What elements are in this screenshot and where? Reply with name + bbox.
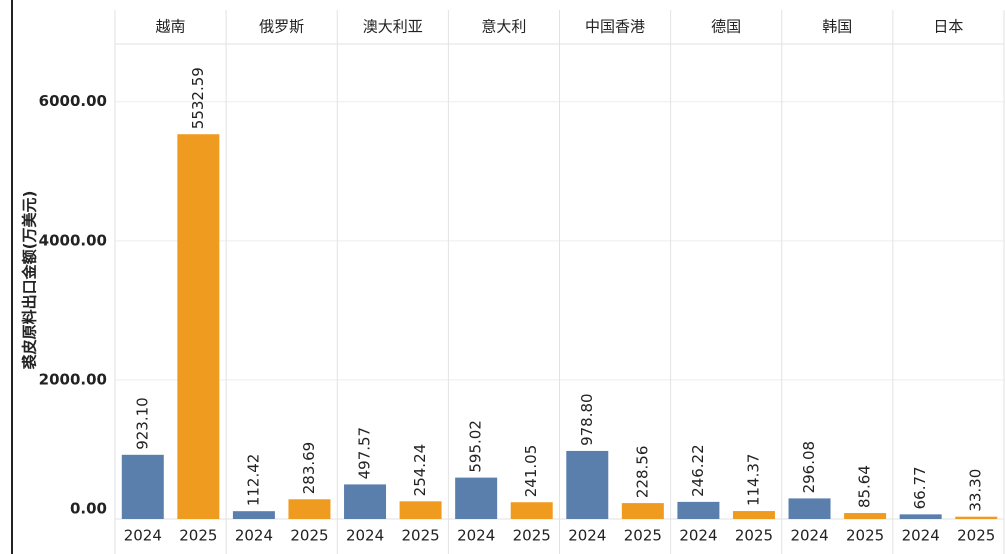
series-label: 2024	[457, 527, 495, 545]
bar	[621, 503, 664, 519]
category-label: 日本	[933, 18, 963, 36]
value-label: 228.56	[633, 446, 651, 499]
value-label: 254.24	[411, 444, 429, 497]
bar	[732, 511, 775, 519]
y-tick-label: 0.00	[70, 500, 107, 518]
value-label: 283.69	[300, 442, 318, 495]
value-label: 114.37	[744, 454, 762, 507]
bar	[288, 499, 331, 519]
value-label: 595.02	[467, 420, 485, 473]
series-label: 2025	[735, 527, 773, 545]
series-label: 2024	[790, 527, 828, 545]
bar	[399, 501, 442, 519]
value-label: 923.10	[133, 397, 151, 450]
value-label: 112.42	[244, 454, 262, 507]
category-label: 韩国	[822, 18, 852, 36]
value-label: 66.77	[911, 466, 929, 509]
value-label: 33.30	[967, 469, 985, 512]
category-label: 意大利	[481, 18, 526, 36]
value-label: 246.22	[689, 444, 707, 497]
value-label: 978.80	[578, 393, 596, 446]
bar	[232, 511, 275, 519]
series-label: 2024	[679, 527, 717, 545]
category-label: 中国香港	[585, 18, 645, 36]
bar	[566, 450, 609, 519]
series-label: 2025	[513, 527, 551, 545]
bar	[844, 513, 887, 519]
category-label: 德国	[711, 18, 741, 36]
bar	[955, 516, 998, 519]
bar	[177, 134, 220, 519]
y-axis-title: 裘皮原料出口金额(万美元)	[21, 191, 39, 371]
series-label: 2024	[902, 527, 940, 545]
value-label: 241.05	[522, 445, 540, 498]
series-label: 2024	[124, 527, 162, 545]
bar	[899, 514, 942, 519]
value-label: 5532.59	[189, 67, 207, 129]
series-label: 2025	[290, 527, 328, 545]
y-tick-label: 6000.00	[39, 92, 107, 110]
series-label: 2024	[568, 527, 606, 545]
series-label: 2025	[402, 527, 440, 545]
category-label: 澳大利亚	[363, 18, 423, 36]
series-label: 2025	[957, 527, 995, 545]
bar	[788, 498, 831, 519]
series-label: 2024	[235, 527, 273, 545]
series-label: 2025	[624, 527, 662, 545]
series-label: 2025	[846, 527, 884, 545]
bar	[344, 484, 387, 519]
y-tick-label: 2000.00	[39, 370, 107, 388]
value-label: 296.08	[800, 441, 818, 494]
bar	[455, 477, 498, 519]
bar	[677, 501, 720, 519]
series-label: 2024	[346, 527, 384, 545]
category-label: 越南	[156, 18, 186, 36]
y-tick-label: 4000.00	[39, 231, 107, 249]
value-label: 85.64	[856, 465, 874, 508]
bar	[121, 454, 164, 519]
series-label: 2025	[179, 527, 217, 545]
bar	[510, 502, 553, 519]
value-label: 497.57	[356, 427, 374, 480]
category-label: 俄罗斯	[259, 18, 304, 36]
